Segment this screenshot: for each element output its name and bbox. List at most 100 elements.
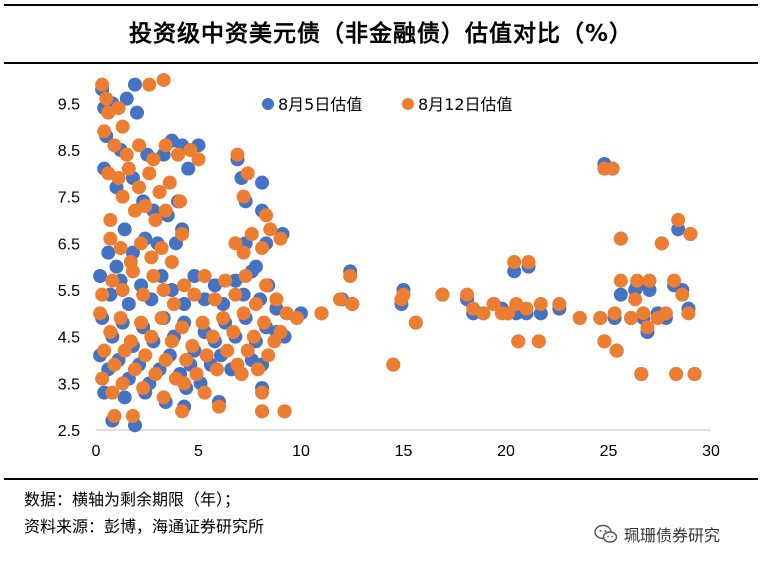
- data-point: [289, 311, 304, 325]
- data-point: [681, 306, 696, 321]
- data-point: [244, 227, 259, 241]
- data-point: [117, 390, 132, 405]
- data-point: [115, 189, 130, 204]
- data-point: [273, 325, 288, 339]
- data-point: [255, 404, 270, 419]
- data-point: [207, 292, 222, 307]
- data-point: [111, 171, 126, 185]
- data-point: [121, 161, 136, 176]
- data-point: [185, 339, 200, 353]
- legend-item: 8月5日估值: [262, 95, 362, 114]
- data-point: [183, 143, 198, 157]
- data-point: [162, 175, 177, 190]
- x-tick-label: 10: [292, 443, 310, 460]
- data-point: [156, 283, 171, 297]
- data-point: [273, 231, 288, 246]
- legend-label: 8月5日估值: [278, 95, 362, 114]
- title-rule: [4, 62, 758, 64]
- source-note: 资料来源：彭博，海通证券研究所: [24, 517, 265, 536]
- data-point: [107, 138, 122, 153]
- data-point: [642, 273, 657, 288]
- data-point: [277, 404, 292, 419]
- data-point: [597, 334, 612, 349]
- data-point: [152, 185, 167, 199]
- data-point: [226, 325, 241, 339]
- data-point: [205, 329, 220, 344]
- data-point: [175, 404, 190, 419]
- data-point: [671, 213, 686, 227]
- data-point: [667, 273, 682, 288]
- data-point: [269, 292, 284, 307]
- data-point: [259, 278, 274, 293]
- data-point: [501, 306, 516, 321]
- wechat-icon: [594, 524, 618, 543]
- data-point: [127, 77, 142, 92]
- data-point: [113, 241, 128, 255]
- data-point: [230, 147, 245, 162]
- data-point: [640, 320, 655, 335]
- data-point: [386, 357, 401, 372]
- data-point: [552, 297, 567, 311]
- data-point: [103, 231, 118, 246]
- data-point: [99, 91, 114, 106]
- data-point: [171, 147, 185, 162]
- data-point: [142, 77, 157, 92]
- data-point: [173, 194, 188, 209]
- y-tick-label: 4.5: [58, 330, 80, 347]
- data-point: [238, 269, 253, 283]
- data-point: [634, 367, 649, 381]
- data-point: [255, 385, 270, 400]
- legend-label: 8月12日估值: [418, 95, 513, 114]
- data-point: [624, 311, 639, 325]
- x-tick-label: 15: [395, 443, 413, 460]
- data-point: [218, 273, 233, 288]
- data-point: [175, 320, 190, 335]
- data-point: [435, 287, 450, 302]
- data-point: [93, 306, 108, 321]
- data-point: [187, 269, 202, 283]
- data-point: [255, 175, 270, 190]
- data-point: [179, 353, 194, 367]
- data-point: [460, 287, 475, 302]
- data-point: [519, 301, 534, 316]
- data-point: [119, 147, 134, 162]
- data-point: [675, 287, 690, 302]
- data-point: [97, 124, 112, 139]
- data-point: [609, 343, 624, 358]
- data-point: [654, 236, 669, 251]
- data-point: [138, 348, 153, 363]
- chart-title: 投资级中资美元债（非金融债）估值对比（%）: [128, 21, 634, 47]
- data-point: [166, 297, 181, 311]
- data-point: [261, 348, 276, 363]
- data-point: [115, 119, 130, 134]
- data-note: 数据：横轴为剩余期限（年）；: [24, 490, 241, 509]
- data-point: [181, 161, 196, 176]
- y-tick-label: 2.5: [58, 423, 80, 440]
- data-point: [142, 166, 157, 181]
- data-point: [134, 315, 149, 330]
- data-point: [236, 245, 251, 260]
- data-point: [107, 357, 122, 372]
- x-tick-label: 20: [497, 443, 515, 460]
- top-rule: [4, 4, 758, 6]
- data-point: [138, 199, 153, 213]
- data-point: [263, 222, 278, 237]
- data-point: [103, 213, 118, 227]
- data-point: [228, 287, 243, 302]
- data-point: [189, 367, 204, 381]
- y-tick-label: 7.5: [58, 190, 80, 207]
- chart-points: [93, 73, 702, 433]
- data-point: [97, 343, 112, 358]
- data-point: [146, 152, 161, 167]
- data-point: [531, 334, 546, 349]
- data-point: [117, 222, 132, 237]
- data-point: [175, 227, 190, 241]
- data-point: [101, 245, 116, 260]
- data-point: [125, 409, 140, 423]
- data-point: [593, 311, 608, 325]
- y-tick-label: 8.5: [58, 143, 80, 160]
- data-point: [255, 241, 270, 255]
- data-point: [630, 273, 645, 288]
- data-point: [605, 161, 620, 176]
- data-point: [240, 343, 255, 358]
